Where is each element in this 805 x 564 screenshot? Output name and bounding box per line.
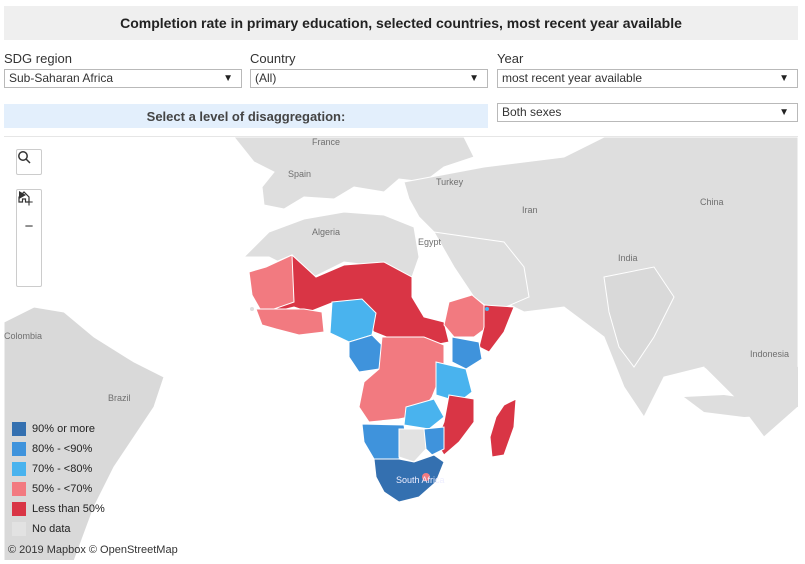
map-legend: 90% or more 80% - <90% 70% - <80% 50% - <70… [12,419,105,539]
map-label-iran: Iran [522,205,538,215]
home-icon[interactable] [17,191,41,262]
legend-item[interactable]: 70% - <80% [12,459,105,479]
country-value: (All) [255,71,277,85]
country-filter: Country (All) ▼ [250,51,488,89]
search-tool[interactable] [16,149,42,175]
sdg-region-select[interactable]: Sub-Saharan Africa ▼ [4,69,242,88]
legend-swatch [12,522,26,536]
legend-swatch [12,482,26,496]
choropleth-map[interactable]: France Spain Turkey Iran China Algeria E… [4,136,798,560]
legend-label: 50% - <70% [32,483,93,495]
legend-swatch [12,442,26,456]
country-select[interactable]: (All) ▼ [250,69,488,88]
legend-swatch [12,462,26,476]
map-toolbar: + − [16,189,42,287]
map-label-algeria: Algeria [312,227,341,237]
map-label-indonesia: Indonesia [750,349,790,359]
map-label-france: France [312,137,341,147]
legend-label: 80% - <90% [32,443,93,455]
zoom-out-icon[interactable]: − [24,217,34,235]
chevron-down-icon: ▼ [779,107,789,118]
map-label-turkey: Turkey [436,177,464,187]
sex-value: Both sexes [502,105,562,119]
map-label-china: China [700,197,724,207]
map-label-india: India [618,253,638,263]
year-filter: Year most recent year available ▼ [497,51,798,89]
map-label-egypt: Egypt [418,237,442,247]
chart-title: Completion rate in primary education, se… [4,6,798,40]
legend-item[interactable]: 50% - <70% [12,479,105,499]
map-label-south-africa: South Africa [396,475,445,485]
map-attribution: © 2019 Mapbox © OpenStreetMap [8,544,178,556]
sdg-region-value: Sub-Saharan Africa [9,71,114,85]
disaggregation-label: Select a level of disaggregation: [4,104,488,128]
map-label-colombia: Colombia [4,331,43,341]
legend-swatch [12,502,26,516]
chevron-down-icon: ▼ [223,73,233,84]
map-label-spain: Spain [288,169,312,179]
sex-select[interactable]: Both sexes ▼ [497,103,798,122]
map-canvas [4,137,798,560]
legend-item[interactable]: 90% or more [12,419,105,439]
legend-label: 90% or more [32,423,95,435]
play-icon[interactable] [17,191,41,286]
search-icon[interactable] [17,150,41,174]
legend-label: Less than 50% [32,503,105,515]
sdg-region-label: SDG region [4,51,72,66]
year-label: Year [497,51,524,66]
legend-swatch [12,422,26,436]
legend-label: No data [32,523,71,535]
country-label: Country [250,51,296,66]
year-select[interactable]: most recent year available ▼ [497,69,798,88]
legend-item[interactable]: Less than 50% [12,499,105,519]
chevron-down-icon: ▼ [779,73,789,84]
legend-item[interactable]: 80% - <90% [12,439,105,459]
map-label-brazil: Brazil [108,393,131,403]
legend-label: 70% - <80% [32,463,93,475]
sdg-region-filter: SDG region Sub-Saharan Africa ▼ [4,51,242,89]
year-value: most recent year available [502,71,643,85]
legend-item[interactable]: No data [12,519,105,539]
chevron-down-icon: ▼ [469,73,479,84]
